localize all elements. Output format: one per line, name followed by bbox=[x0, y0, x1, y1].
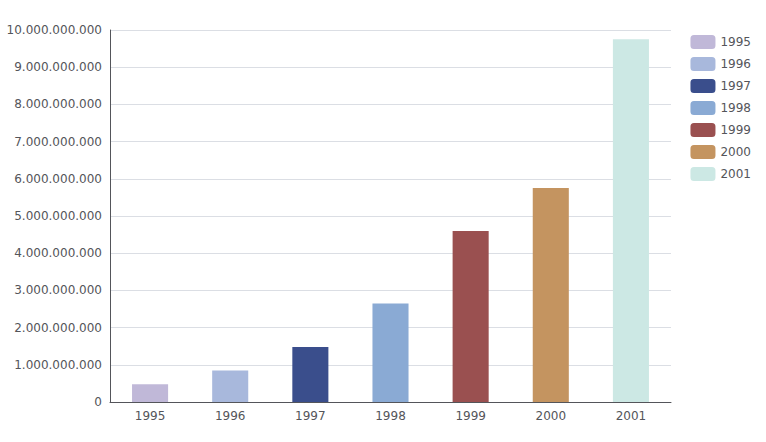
svg-text:10.000.000.000: 10.000.000.000 bbox=[7, 23, 102, 37]
svg-text:2000: 2000 bbox=[720, 145, 751, 159]
svg-text:4.000.000.000: 4.000.000.000 bbox=[14, 246, 102, 260]
svg-text:8.000.000.000: 8.000.000.000 bbox=[14, 97, 102, 111]
svg-text:7.000.000.000: 7.000.000.000 bbox=[14, 135, 102, 149]
svg-text:3.000.000.000: 3.000.000.000 bbox=[14, 283, 102, 297]
svg-text:5.000.000.000: 5.000.000.000 bbox=[14, 209, 102, 223]
svg-text:1998: 1998 bbox=[720, 101, 751, 115]
svg-text:2001: 2001 bbox=[616, 409, 647, 423]
svg-text:2001: 2001 bbox=[720, 167, 751, 181]
svg-text:1999: 1999 bbox=[455, 409, 486, 423]
svg-text:0: 0 bbox=[94, 395, 102, 409]
svg-text:6.000.000.000: 6.000.000.000 bbox=[14, 172, 102, 186]
svg-text:1998: 1998 bbox=[375, 409, 406, 423]
svg-text:1996: 1996 bbox=[215, 409, 246, 423]
svg-text:1996: 1996 bbox=[720, 57, 751, 71]
svg-text:1995: 1995 bbox=[135, 409, 166, 423]
svg-text:1997: 1997 bbox=[720, 79, 751, 93]
svg-text:9.000.000.000: 9.000.000.000 bbox=[14, 60, 102, 74]
svg-text:1995: 1995 bbox=[720, 35, 751, 49]
svg-text:1997: 1997 bbox=[295, 409, 326, 423]
svg-text:2.000.000.000: 2.000.000.000 bbox=[14, 321, 102, 335]
svg-text:1999: 1999 bbox=[720, 123, 751, 137]
svg-text:2000: 2000 bbox=[536, 409, 567, 423]
svg-text:1.000.000.000: 1.000.000.000 bbox=[14, 358, 102, 372]
